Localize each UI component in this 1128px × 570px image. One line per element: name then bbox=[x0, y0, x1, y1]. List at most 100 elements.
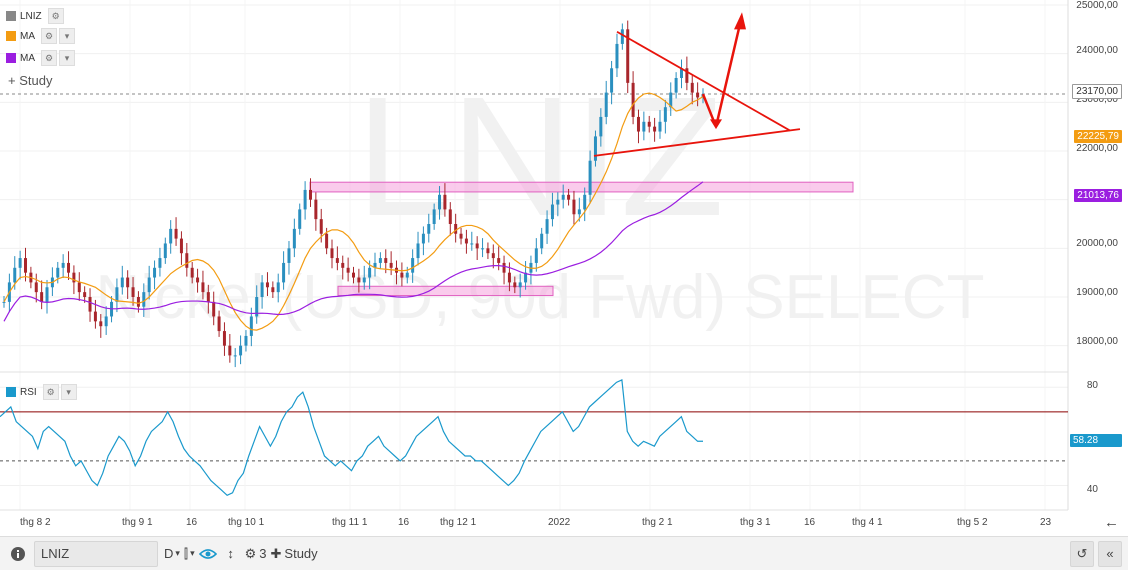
candle-body bbox=[99, 321, 103, 327]
candle-body bbox=[314, 199, 318, 220]
candle-body bbox=[346, 267, 350, 273]
candle-body bbox=[77, 282, 81, 293]
candle-body bbox=[287, 248, 291, 263]
time-label: thg 12 1 bbox=[440, 517, 477, 528]
gear-icon[interactable]: ⚙ bbox=[41, 28, 57, 44]
legend-main-swatch bbox=[6, 11, 16, 21]
undo-icon[interactable]: ↺ bbox=[1070, 540, 1094, 567]
price-label: 18000,00 bbox=[1076, 336, 1118, 347]
chevron-down-icon: ▾ bbox=[190, 548, 195, 558]
candle-body bbox=[368, 267, 372, 278]
scroll-left-arrow-icon[interactable]: ← bbox=[1104, 514, 1119, 531]
candle-body bbox=[147, 277, 151, 293]
candle-body bbox=[438, 194, 442, 210]
vertical-scale-icon[interactable]: ↕ bbox=[227, 546, 234, 561]
study-button[interactable]: ✚ Study bbox=[271, 542, 318, 566]
candle-body bbox=[93, 311, 97, 322]
legend-main-label: LNIZ bbox=[20, 10, 42, 22]
gear-icon[interactable]: ⚙ bbox=[42, 384, 59, 400]
candle-body bbox=[459, 233, 463, 239]
chart-type-select[interactable]: ⫿ ▾ bbox=[184, 542, 195, 566]
candle-body bbox=[475, 243, 479, 249]
chevron-down-icon[interactable]: ▾ bbox=[59, 28, 75, 44]
candle-body bbox=[196, 277, 200, 283]
chevron-down-icon[interactable]: ▾ bbox=[60, 384, 77, 400]
candle-body bbox=[169, 228, 173, 244]
candle-body bbox=[567, 194, 571, 200]
candle-body bbox=[206, 292, 210, 302]
eye-icon[interactable] bbox=[198, 542, 217, 566]
gear-icon[interactable]: ⚙ bbox=[41, 50, 57, 66]
candle-body bbox=[120, 277, 124, 288]
trendline-lower bbox=[593, 128, 801, 157]
legend-rsi-label: RSI bbox=[20, 386, 37, 398]
info-icon[interactable] bbox=[6, 542, 30, 566]
candle-body bbox=[416, 243, 420, 259]
candle-body bbox=[588, 160, 592, 195]
candle-body bbox=[378, 258, 382, 263]
candle-body bbox=[502, 262, 506, 273]
candle-body bbox=[115, 287, 119, 302]
candle-body bbox=[405, 272, 409, 278]
candle-body bbox=[610, 68, 614, 93]
candle-body bbox=[658, 121, 662, 132]
candle-body bbox=[373, 262, 377, 268]
candle-body bbox=[45, 287, 49, 302]
candle-body bbox=[518, 282, 522, 288]
candle-body bbox=[265, 282, 269, 288]
chevron-down-icon[interactable]: ▾ bbox=[59, 50, 75, 66]
candle-body bbox=[400, 272, 404, 278]
candle-body bbox=[142, 292, 146, 307]
candle-body bbox=[228, 345, 232, 356]
candle-body bbox=[448, 209, 452, 224]
legend-ma1-label: MA bbox=[20, 30, 35, 42]
candle-body bbox=[24, 258, 28, 273]
candle-body bbox=[577, 209, 581, 215]
candle-body bbox=[303, 189, 307, 210]
time-label: thg 3 1 bbox=[740, 517, 771, 528]
symbol-input[interactable]: LNIZ bbox=[34, 540, 158, 567]
candle-body bbox=[481, 248, 485, 250]
candle-body bbox=[174, 228, 178, 239]
candle-body bbox=[131, 287, 135, 297]
add-study-button[interactable]: + Study bbox=[8, 73, 53, 88]
candle-body bbox=[507, 272, 511, 283]
candle-body bbox=[556, 199, 560, 205]
ma-slow-line bbox=[3, 181, 704, 322]
interval-select[interactable]: D ▾ bbox=[164, 542, 180, 566]
candle-body bbox=[604, 92, 608, 117]
candle-body bbox=[454, 224, 458, 234]
price-label: 25000,00 bbox=[1076, 0, 1118, 11]
candle-body bbox=[696, 92, 700, 98]
price-label: 22000,00 bbox=[1076, 143, 1118, 154]
gear-icon[interactable]: ⚙ bbox=[47, 8, 64, 24]
candle-body bbox=[389, 262, 393, 268]
rsi-line bbox=[0, 379, 703, 496]
chart-canvas[interactable]: LNIZ Nickel (USD, 90d Fwd) SELECT bbox=[0, 0, 1128, 536]
candle-body bbox=[319, 219, 323, 234]
candle-body bbox=[464, 238, 468, 244]
support-zone bbox=[337, 285, 554, 297]
settings-button[interactable]: ⚙ 3 bbox=[245, 542, 267, 566]
candle-body bbox=[615, 43, 619, 69]
candle-body bbox=[362, 277, 366, 283]
collapse-icon[interactable]: « bbox=[1098, 540, 1122, 567]
candle-body bbox=[620, 29, 624, 44]
candle-body bbox=[83, 292, 87, 297]
candle-body bbox=[153, 267, 157, 278]
candle-body bbox=[104, 316, 108, 327]
candle-body bbox=[669, 92, 673, 108]
candle-body bbox=[61, 262, 65, 268]
time-label: 2022 bbox=[548, 517, 571, 528]
gear-icon: ⚙ bbox=[244, 545, 257, 561]
price-label: 23000,00 bbox=[1076, 94, 1118, 105]
candle-body bbox=[40, 292, 44, 302]
candle-body bbox=[249, 316, 253, 336]
trendline-upper bbox=[616, 30, 791, 132]
arrow-up-head bbox=[734, 12, 746, 30]
candle-body bbox=[282, 262, 286, 283]
chart-area[interactable]: LNIZ Nickel (USD, 90d Fwd) SELECT LNIZ ⚙ … bbox=[0, 0, 1128, 536]
candle-body bbox=[212, 301, 216, 317]
candle-body bbox=[308, 189, 312, 200]
legend-ma2: MA ⚙ ▾ bbox=[6, 49, 77, 67]
